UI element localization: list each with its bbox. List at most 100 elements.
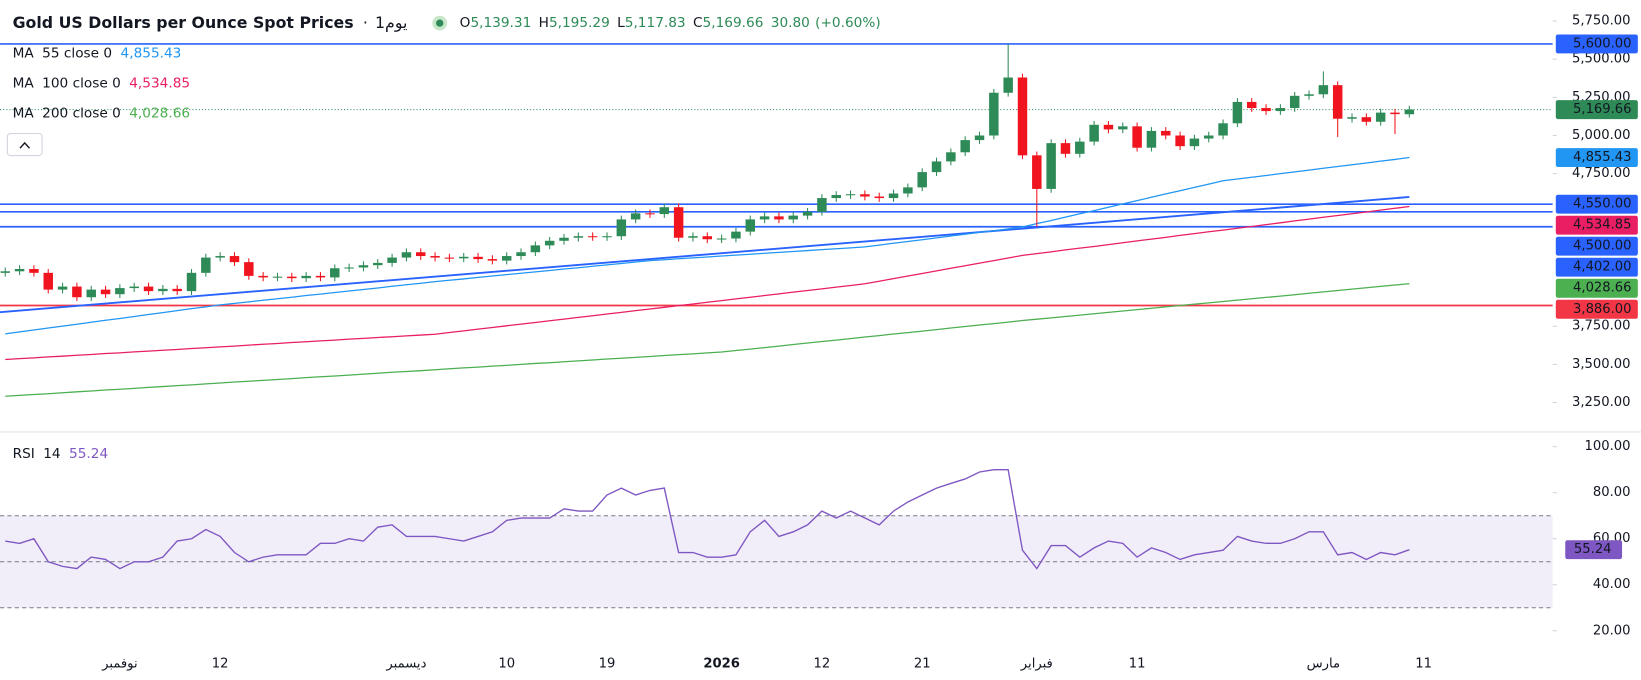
candle-body (229, 256, 240, 263)
candle-body (759, 216, 770, 220)
y-tick-label: 3,750.00 (1572, 319, 1630, 334)
y-tick-label: 3,250.00 (1572, 395, 1630, 410)
candle-body (802, 211, 813, 216)
candle-body (1189, 138, 1200, 147)
y-tick-label: 4,750.00 (1572, 166, 1630, 181)
candle-body (587, 236, 598, 238)
plot: 5,750.005,500.005,250.005,000.004,750.00… (0, 14, 1638, 672)
ohlc-value: 5,169.66 (703, 15, 764, 31)
candle-body (430, 256, 440, 258)
candle-body (1404, 109, 1415, 115)
collapse-box[interactable] (6, 132, 43, 157)
candle-body (659, 207, 670, 215)
price-badge-label: 3,886.00 (1573, 302, 1631, 317)
x-tick-label: 11 (1415, 657, 1432, 672)
candle-body (974, 135, 985, 141)
legend-value: 4,534.85 (129, 76, 190, 92)
x-tick-label: نوفمبر (101, 657, 138, 672)
legend: MA 55 close 0 4,855.43 MA 100 close 0 4,534.8… (13, 46, 190, 462)
candle-body (387, 257, 397, 263)
candle-body (1204, 135, 1214, 139)
ohlc-value: 5,195.29 (549, 15, 610, 31)
candle-body (258, 275, 268, 278)
candle-body (129, 286, 139, 289)
candle-body (530, 245, 541, 253)
candle-body (1347, 117, 1357, 119)
trendline (0, 196, 1410, 314)
candle-body (544, 240, 555, 246)
candle-body (831, 195, 841, 199)
candle-body (158, 288, 168, 292)
x-tick-label: مارس (1307, 657, 1340, 672)
candle-body (716, 238, 727, 240)
price-badge-label: 4,500.00 (1573, 239, 1631, 254)
collapse-icon[interactable] (19, 141, 31, 149)
candle-body (1146, 130, 1157, 148)
candle-body (143, 286, 154, 292)
candle-body (1118, 126, 1128, 130)
x-tick-label: 21 (914, 657, 931, 672)
candle-body (688, 236, 698, 238)
candle-body (358, 265, 369, 268)
x-tick-label: 19 (599, 657, 616, 672)
candle-body (1275, 108, 1286, 112)
candle-body (373, 262, 383, 266)
candle-body (115, 288, 125, 295)
ma-legend: MA 100 close 0 4,534.85 (13, 76, 190, 92)
candle-body (1046, 143, 1056, 189)
candle-body (1032, 155, 1042, 189)
ohlc-value: 5,139.31 (470, 15, 531, 31)
candle-body (473, 256, 483, 260)
candle-body (917, 172, 927, 188)
interval: 1يوم (375, 13, 407, 33)
candle-body (172, 288, 182, 292)
candle-body (43, 272, 53, 290)
x-tick-label: 2026 (703, 657, 740, 672)
candle-body (1332, 85, 1343, 119)
candle-body (516, 252, 526, 257)
status-dot (436, 19, 444, 27)
candle-body (416, 252, 426, 257)
candle-body (14, 269, 25, 272)
collapse-button[interactable] (6, 132, 43, 157)
candle-body (602, 236, 612, 238)
candle-body (630, 213, 641, 220)
candle-body (573, 236, 584, 238)
candle-body (0, 271, 10, 273)
candle-body (860, 194, 870, 197)
candle-body (244, 262, 254, 276)
rsi-tick-label: 20.00 (1593, 623, 1631, 638)
ohlc-key: H (539, 15, 549, 31)
ohlc-key: C (693, 15, 703, 31)
legend-value: 4,028.66 (129, 106, 190, 122)
y-tick-label: 5,000.00 (1572, 128, 1630, 143)
candle-body (960, 140, 970, 153)
ohlc-value: 5,117.83 (625, 15, 686, 31)
candle-body (301, 275, 311, 279)
legend-value: 55.24 (69, 446, 108, 462)
header: Gold US Dollars per Ounce Spot Prices · … (13, 13, 408, 33)
candle-body (1361, 117, 1372, 122)
price-badge-label: 4,028.66 (1573, 281, 1631, 296)
candle-body (72, 286, 82, 298)
candle-body (501, 256, 512, 261)
x-tick-label: 11 (1129, 657, 1146, 672)
candle-body (745, 219, 756, 232)
candle-body (1089, 124, 1099, 142)
x-tick-label: 12 (212, 657, 229, 672)
y-tick-label: 5,500.00 (1572, 52, 1630, 67)
candle-body (1161, 130, 1171, 136)
candle-body (931, 161, 942, 173)
legend-name: MA (13, 46, 35, 62)
x-tick-label: فبراير (1020, 657, 1053, 672)
candle-body (487, 259, 498, 261)
price-badge-label: 4,534.85 (1573, 218, 1631, 233)
ohlc-values: O5,139.31 H5,195.29 L5,117.83 C5,169.66 30.8… (460, 15, 881, 31)
candle-body (1246, 101, 1257, 109)
candle-body (201, 257, 211, 273)
candle-body (1232, 101, 1243, 124)
change-pct: (+0.60%) (815, 15, 881, 31)
price-badge (1555, 278, 1638, 298)
candle-body (444, 257, 455, 259)
candle-body (645, 213, 655, 215)
